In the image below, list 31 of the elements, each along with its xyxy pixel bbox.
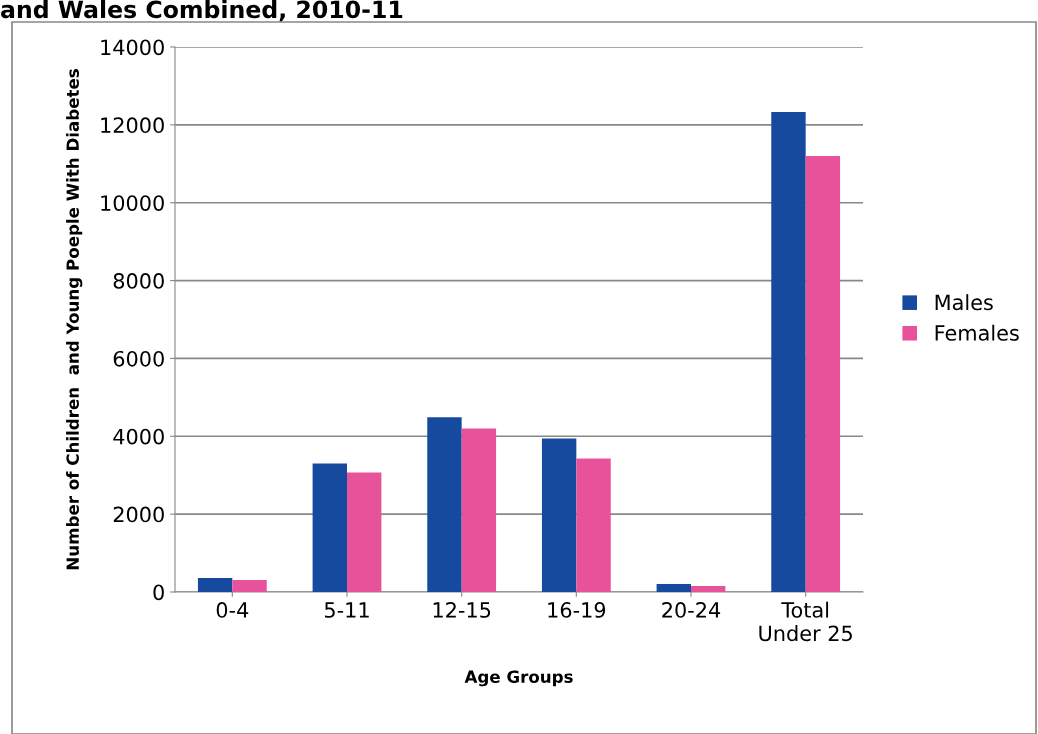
y-tick-label: 10000 [101, 195, 164, 211]
y-tick-label: 14000 [101, 39, 164, 56]
y-tick-label: 0 [153, 584, 164, 601]
bar [427, 417, 462, 592]
legend-label: Females [935, 324, 1019, 341]
x-axis-title: Age Groups [464, 670, 573, 687]
bar [232, 579, 267, 592]
x-tick-label: 16-19 [548, 602, 606, 618]
x-tick-label: 0-4 [216, 602, 249, 618]
bar [541, 438, 577, 592]
x-tick-label: Total Under 25 [759, 601, 852, 642]
y-tick-label: 2000 [113, 506, 164, 523]
bar [576, 458, 611, 592]
x-tick-label: 5-11 [324, 602, 369, 618]
bar [312, 463, 347, 592]
x-tick-label: 20-24 [662, 602, 721, 618]
bar [805, 156, 841, 592]
chart-title: and Wales Combined, 2010-11 [1, 0, 403, 22]
legend-label: Males [935, 294, 993, 311]
y-tick-label: 8000 [113, 273, 164, 289]
y-axis-title: Number of Children and Young Poeple With Diabetes [66, 69, 83, 570]
bar [656, 584, 691, 592]
bar [197, 577, 233, 592]
bar [691, 585, 726, 592]
y-tick-label: 12000 [101, 117, 164, 134]
bar [771, 112, 806, 592]
bar [347, 472, 382, 592]
x-tick-label: 12-15 [433, 602, 491, 618]
bar [461, 428, 497, 592]
y-tick-label: 6000 [113, 350, 164, 367]
y-tick-label: 4000 [113, 428, 164, 445]
